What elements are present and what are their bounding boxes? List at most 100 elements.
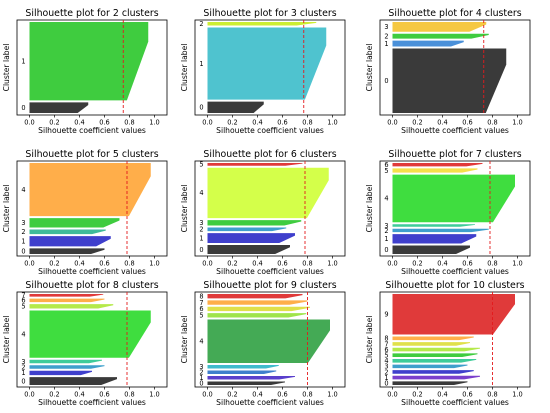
cluster-label: 0 xyxy=(21,248,25,256)
x-tick-label: 0.8 xyxy=(302,391,313,399)
cluster-0-silhouette xyxy=(207,381,285,385)
cluster-label: 2 xyxy=(199,226,203,234)
cluster-2-silhouette xyxy=(392,33,489,39)
cluster-0-silhouette xyxy=(392,381,468,385)
x-axis-label: Silhouette coefficient values xyxy=(401,126,509,135)
panel-title: Silhouette plot for 2 clusters xyxy=(25,8,158,19)
x-axis-label: Silhouette coefficient values xyxy=(38,126,146,135)
x-tick-label: 0.0 xyxy=(387,260,398,268)
cluster-5-silhouette xyxy=(207,163,303,166)
x-tick-label: 0.4 xyxy=(437,119,448,127)
cluster-label: 3 xyxy=(384,23,388,31)
x-axis-label: Silhouette coefficient values xyxy=(216,126,324,135)
x-tick-label: 0.6 xyxy=(462,260,473,268)
x-tick-label: 0.4 xyxy=(252,391,263,399)
x-tick-label: 0.0 xyxy=(24,119,35,127)
cluster-3-silhouette xyxy=(392,364,468,369)
x-tick-label: 0.2 xyxy=(412,119,423,127)
cluster-label: 1 xyxy=(199,374,203,382)
silhouette-panel: Silhouette plot for 3 clusters 0 1 2 0.0 0.2 0… xyxy=(180,8,346,135)
x-tick-label: 1.0 xyxy=(327,119,338,127)
panel-title: Silhouette plot for 3 clusters xyxy=(203,8,336,19)
cluster-0-silhouette xyxy=(392,245,470,254)
panel-title: Silhouette plot for 8 clusters xyxy=(25,280,158,291)
y-axis-label: Cluster label xyxy=(365,185,374,233)
cluster-1-silhouette xyxy=(207,233,295,243)
x-axis-label: Silhouette coefficient values xyxy=(216,398,324,407)
x-tick-label: 1.0 xyxy=(512,260,523,268)
x-tick-label: 0.2 xyxy=(49,119,60,127)
x-tick-label: 0.6 xyxy=(277,119,288,127)
cluster-label: 1 xyxy=(199,60,203,68)
cluster-5-silhouette xyxy=(392,353,478,357)
cluster-4-silhouette xyxy=(29,163,151,217)
x-tick-label: 0.8 xyxy=(124,260,135,268)
y-axis-label: Cluster label xyxy=(365,316,374,364)
cluster-label: 2 xyxy=(21,363,25,371)
cluster-4-silhouette xyxy=(392,358,477,363)
x-tick-label: 0.8 xyxy=(487,391,498,399)
cluster-0-silhouette xyxy=(207,101,264,113)
cluster-label: 3 xyxy=(199,363,203,371)
cluster-6-silhouette xyxy=(29,298,105,303)
plot-frame xyxy=(194,19,346,116)
cluster-5-silhouette xyxy=(29,304,114,309)
cluster-label: 6 xyxy=(199,305,203,313)
y-axis-label: Cluster label xyxy=(2,316,11,364)
cluster-3-silhouette xyxy=(29,359,102,364)
y-axis-label: Cluster label xyxy=(180,185,189,233)
cluster-5-silhouette xyxy=(392,168,478,173)
y-axis-label: Cluster label xyxy=(365,44,374,92)
x-tick-label: 0.6 xyxy=(277,391,288,399)
x-tick-label: 0.6 xyxy=(99,119,110,127)
cluster-2-silhouette xyxy=(29,365,105,369)
cluster-label: 7 xyxy=(384,340,388,348)
x-tick-label: 0.4 xyxy=(252,119,263,127)
cluster-label: 7 xyxy=(199,299,203,307)
cluster-8-silhouette xyxy=(207,294,303,299)
panel-title: Silhouette plot for 9 clusters xyxy=(203,280,336,291)
plot-frame xyxy=(194,291,346,388)
panel-title: Silhouette plot for 10 clusters xyxy=(385,280,524,291)
x-tick-label: 1.0 xyxy=(512,119,523,127)
x-tick-label: 0.0 xyxy=(202,391,213,399)
cluster-label: 1 xyxy=(384,235,388,243)
y-axis-label: Cluster label xyxy=(2,44,11,92)
cluster-label: 4 xyxy=(21,330,25,338)
cluster-3-silhouette xyxy=(392,22,487,32)
x-tick-label: 0.4 xyxy=(74,260,85,268)
cluster-6-silhouette xyxy=(392,163,483,167)
silhouette-panel: Silhouette plot for 2 clusters 0 1 0.0 0.2 0.… xyxy=(2,8,168,135)
x-tick-label: 0.4 xyxy=(252,260,263,268)
cluster-0-silhouette xyxy=(29,377,117,385)
cluster-1-silhouette xyxy=(207,376,295,380)
x-tick-label: 0.0 xyxy=(24,391,35,399)
cluster-label: 6 xyxy=(21,297,25,305)
cluster-0-silhouette xyxy=(29,248,105,254)
x-tick-label: 0.8 xyxy=(124,391,135,399)
cluster-label: 2 xyxy=(384,33,388,41)
silhouette-panel: Silhouette plot for 10 clusters 012345678… xyxy=(365,280,531,407)
x-tick-label: 0.2 xyxy=(49,260,60,268)
cluster-label: 6 xyxy=(384,346,388,354)
x-tick-label: 0.6 xyxy=(99,260,110,268)
cluster-label: 1 xyxy=(21,238,25,246)
cluster-0-silhouette xyxy=(207,245,290,254)
cluster-0-silhouette xyxy=(392,48,507,113)
cluster-label: 1 xyxy=(384,374,388,382)
cluster-label: 3 xyxy=(384,363,388,371)
cluster-4-silhouette xyxy=(392,174,515,223)
x-tick-label: 0.6 xyxy=(462,391,473,399)
silhouette-panel: Silhouette plot for 7 clusters 0 123 4 56 0.0… xyxy=(365,149,531,276)
cluster-label: 4 xyxy=(384,195,388,203)
x-tick-label: 0.2 xyxy=(227,391,238,399)
cluster-label: 3 xyxy=(384,222,388,230)
y-axis-label: Cluster label xyxy=(2,185,11,233)
plot-frame xyxy=(16,19,168,116)
panel-title: Silhouette plot for 6 clusters xyxy=(203,149,336,160)
cluster-label: 0 xyxy=(384,379,388,387)
panel-title: Silhouette plot for 4 clusters xyxy=(388,8,521,19)
cluster-3-silhouette xyxy=(207,220,302,226)
plot-frame xyxy=(16,291,168,388)
